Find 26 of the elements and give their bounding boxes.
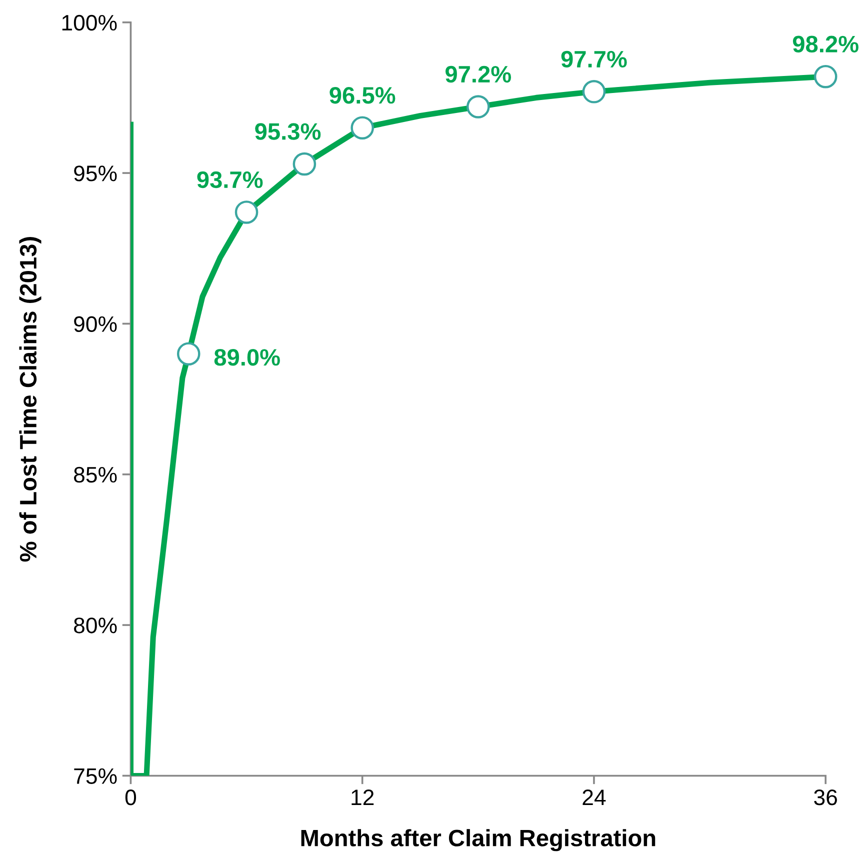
y-tick-label: 75% [74, 768, 117, 784]
point [350, 116, 374, 140]
x-tick-label: 0 [125, 790, 136, 806]
point [582, 80, 606, 104]
point [176, 342, 200, 366]
y-axis-title: % of Lost Time Claims (2013) [19, 237, 42, 562]
point [466, 95, 490, 118]
point [234, 200, 258, 224]
data-label: 97.2% [446, 66, 512, 83]
data-label: 89.0% [214, 349, 280, 366]
y-tick-label: 100% [62, 14, 117, 31]
point [814, 64, 838, 88]
x-tick-label: 24 [582, 790, 606, 806]
point [292, 152, 316, 176]
x-tick-label: 36 [814, 790, 837, 806]
y-tick-label: 90% [74, 316, 117, 332]
data-label: 96.5% [330, 87, 396, 104]
y-tick-label: 95% [74, 166, 117, 182]
y-tick-label: 85% [74, 466, 117, 483]
y-tick-label: 80% [74, 618, 117, 634]
data-label: 95.3% [255, 123, 321, 140]
data-label: 98.2% [792, 36, 858, 52]
x-axis-title: Months after Claim Registration [301, 829, 656, 852]
data-label: 93.7% [197, 171, 263, 188]
data-label: 97.7% [561, 50, 627, 68]
x-tick-label: 12 [352, 790, 374, 806]
